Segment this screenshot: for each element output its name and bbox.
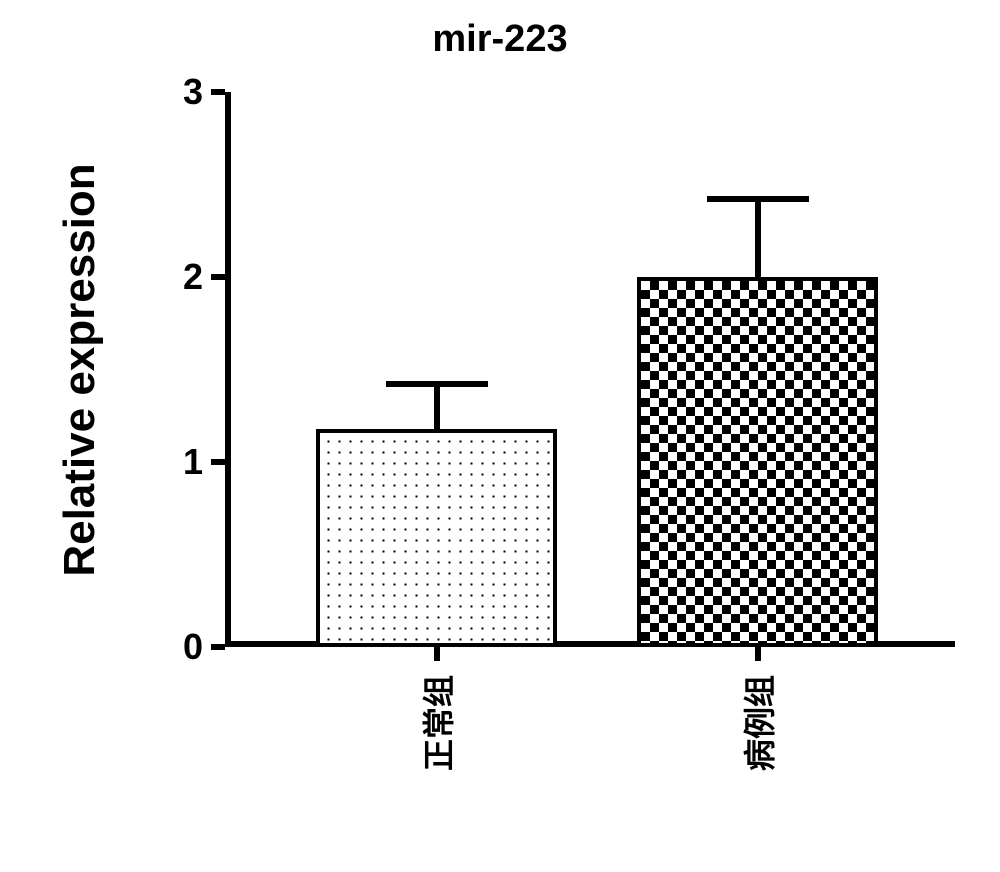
x-category-label: 正常组	[414, 675, 460, 771]
y-tick	[211, 274, 225, 280]
y-tick	[211, 89, 225, 95]
y-axis-line	[225, 92, 231, 647]
error-bar-cap	[707, 196, 809, 202]
bar	[637, 277, 878, 647]
y-tick-label: 0	[183, 626, 203, 668]
x-tick	[755, 647, 761, 661]
y-tick-label: 3	[183, 71, 203, 113]
error-bar-cap	[386, 381, 488, 387]
chart-container: mir-223 Relative expression 0123正常组病例组	[0, 0, 1000, 872]
y-tick	[211, 459, 225, 465]
y-tick-label: 2	[183, 256, 203, 298]
y-tick-label: 1	[183, 441, 203, 483]
bar	[316, 429, 557, 647]
y-axis-title: Relative expression	[55, 163, 105, 576]
chart-title: mir-223	[0, 18, 1000, 61]
x-tick	[434, 647, 440, 661]
error-bar	[755, 199, 761, 277]
x-category-label: 病例组	[735, 675, 781, 771]
error-bar	[434, 384, 440, 428]
y-tick	[211, 644, 225, 650]
plot-area: 0123正常组病例组	[225, 92, 955, 647]
